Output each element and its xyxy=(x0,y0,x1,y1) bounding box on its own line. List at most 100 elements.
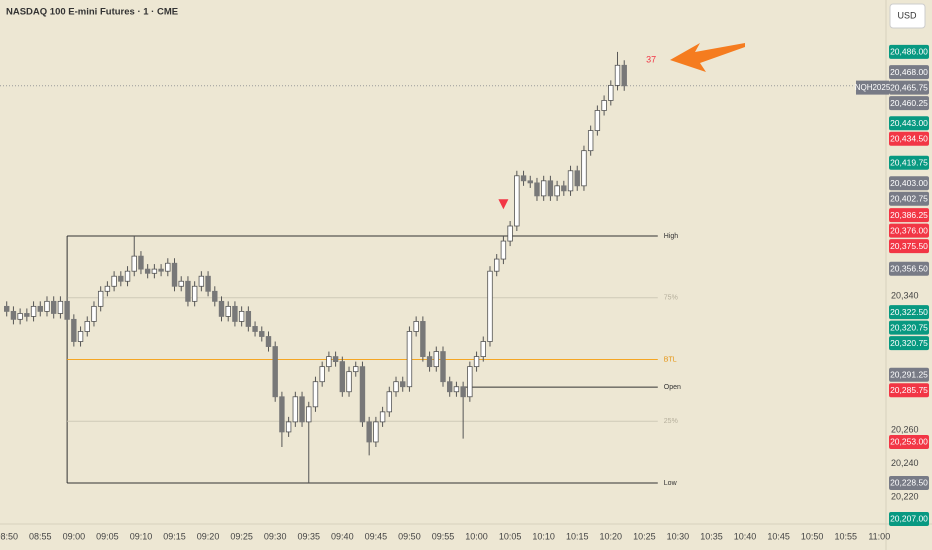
x-tick-label: 10:45 xyxy=(767,531,790,541)
candle-body xyxy=(366,421,372,443)
candle-body xyxy=(205,275,211,292)
candle-body xyxy=(534,182,540,197)
candle-body xyxy=(500,240,507,260)
candle-body xyxy=(306,406,312,423)
x-tick-label: 10:00 xyxy=(465,531,488,541)
x-tick-label: 10:50 xyxy=(801,531,824,541)
x-tick-label: 10:10 xyxy=(532,531,555,541)
candle-body xyxy=(373,421,379,443)
price-label: 20,460.25 xyxy=(890,98,928,108)
candle-body xyxy=(359,366,366,423)
symbol-tag-box xyxy=(856,80,889,95)
price-label: 20,320.75 xyxy=(890,338,928,348)
price-label: 20,402.75 xyxy=(890,194,928,204)
candle-body xyxy=(547,180,554,197)
candle-body xyxy=(30,305,37,317)
candle-body xyxy=(185,280,191,302)
y-tick-label: 20,260 xyxy=(891,425,919,435)
price-label-box xyxy=(889,434,929,449)
candle-body xyxy=(567,170,574,192)
candle-body xyxy=(440,351,446,383)
candle-body xyxy=(4,305,10,312)
x-tick-label: 10:30 xyxy=(667,531,690,541)
x-tick-label: 08:55 xyxy=(29,531,52,541)
candle-body xyxy=(621,64,627,87)
price-label: 20,376.00 xyxy=(890,225,928,235)
candle-body xyxy=(493,258,500,272)
candle-body xyxy=(64,300,70,320)
candle-body xyxy=(57,300,64,314)
count-label: 37 xyxy=(646,55,656,65)
candle-body xyxy=(218,300,225,317)
candle-body xyxy=(447,381,453,393)
price-label: 20,320.75 xyxy=(890,322,928,332)
candle-body xyxy=(111,275,117,287)
candle-body xyxy=(514,175,520,227)
candle-body xyxy=(279,396,285,433)
price-label-box xyxy=(889,80,929,95)
x-tick-label: 10:35 xyxy=(700,531,723,541)
price-label-box xyxy=(889,336,929,351)
price-label-box xyxy=(889,511,929,526)
candle-body xyxy=(426,356,433,368)
price-label-box xyxy=(889,176,929,191)
price-label-box xyxy=(889,305,929,320)
candle-body xyxy=(379,411,386,423)
price-label-box xyxy=(889,96,929,111)
x-tick-label: 09:45 xyxy=(365,531,388,541)
candle-body xyxy=(285,421,292,433)
x-tick-label: 09:40 xyxy=(331,531,354,541)
price-label: 20,322.50 xyxy=(890,307,928,317)
candle-body xyxy=(420,321,426,357)
x-tick-label: 09:30 xyxy=(264,531,287,541)
x-tick-label: 09:15 xyxy=(163,531,186,541)
candle-body xyxy=(24,313,30,317)
level-label: 75% xyxy=(664,295,678,302)
y-tick-label: 20,240 xyxy=(891,458,919,468)
x-tick-label: 09:50 xyxy=(398,531,421,541)
currency-label[interactable]: USD xyxy=(897,10,917,20)
x-tick-label: 09:35 xyxy=(297,531,320,541)
candle-body xyxy=(232,305,238,322)
candle-body xyxy=(507,225,513,242)
candle-body xyxy=(406,331,413,388)
price-label: 20,419.75 xyxy=(890,158,928,168)
candle-body xyxy=(84,321,90,332)
price-label-box xyxy=(889,223,929,238)
x-tick-label: 11:00 xyxy=(868,531,890,541)
candle-body xyxy=(433,351,439,368)
candle-body xyxy=(581,150,587,187)
x-tick-label: 09:25 xyxy=(230,531,253,541)
candle-body xyxy=(225,305,231,317)
candle-body xyxy=(37,305,43,312)
candle-body xyxy=(319,366,325,383)
candle-body xyxy=(212,290,218,302)
candle-body xyxy=(339,361,346,393)
candle-body xyxy=(238,310,245,322)
candle-body xyxy=(171,262,178,287)
chart-title: NASDAQ 100 E-mini Futures · 1 · CME xyxy=(6,7,178,18)
price-label: 20,291.25 xyxy=(890,370,928,380)
candle-body xyxy=(453,386,460,393)
candle-body xyxy=(144,268,151,274)
candle-body xyxy=(131,255,137,272)
candle-body xyxy=(574,170,580,187)
level-label: Open xyxy=(664,384,681,391)
candle-body xyxy=(467,366,473,398)
signal-marker xyxy=(498,199,509,210)
currency-button[interactable] xyxy=(889,3,926,29)
candle-body xyxy=(527,180,533,184)
price-label: 20,285.75 xyxy=(890,385,928,395)
candle-body xyxy=(346,371,352,393)
candle-body xyxy=(520,175,527,182)
candle-body xyxy=(265,336,272,347)
price-label: 20,403.00 xyxy=(890,178,928,188)
candle-body xyxy=(386,391,393,413)
price-label: 20,356.50 xyxy=(890,263,928,273)
price-label-box xyxy=(889,155,929,170)
candle-body xyxy=(158,268,164,272)
candle-body xyxy=(245,310,252,327)
candle-body xyxy=(312,381,319,408)
price-label-box xyxy=(889,367,929,382)
